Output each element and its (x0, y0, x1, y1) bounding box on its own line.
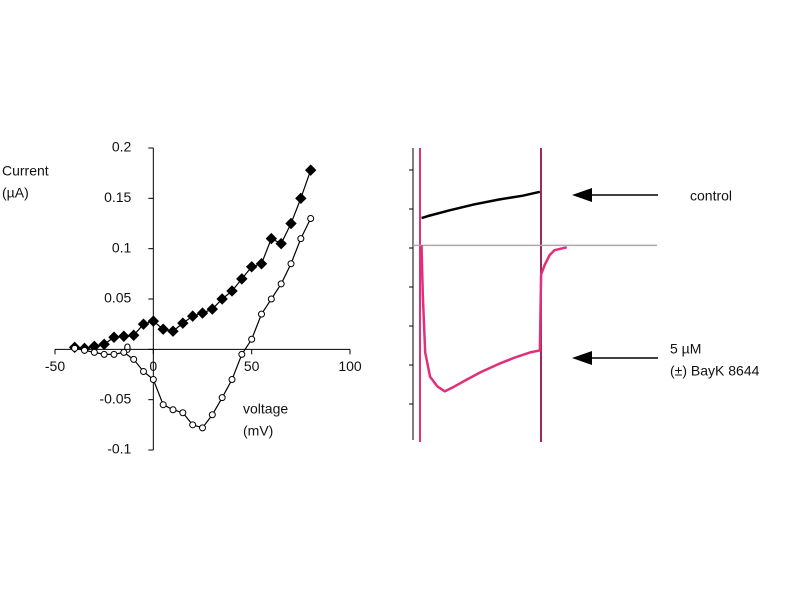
x-tick-label: 100 (338, 358, 362, 374)
x-tick-label: -50 (45, 358, 65, 374)
data-point (140, 367, 147, 375)
x-axis-label: (mV) (243, 423, 273, 439)
data-point (149, 376, 157, 384)
data-point (157, 323, 169, 335)
data-point (238, 350, 246, 358)
data-point (265, 232, 278, 245)
y-tick-label: 0 (124, 340, 132, 356)
data-point (147, 315, 160, 327)
data-point (98, 338, 110, 351)
data-point (258, 310, 265, 318)
trace-label: 5 µM (670, 341, 701, 357)
data-point (199, 424, 206, 432)
data-point (245, 261, 258, 273)
data-point (216, 293, 228, 305)
trace-label: (±) BayK 8644 (670, 363, 760, 379)
data-point (275, 237, 287, 250)
x-tick-label: 50 (244, 358, 260, 374)
data-point (177, 317, 189, 329)
arrow-head (572, 351, 592, 365)
data-point (208, 411, 216, 419)
data-point (228, 376, 236, 384)
y-axis-label: (µA) (2, 185, 29, 201)
data-point (120, 348, 128, 356)
y-tick-label: -0.05 (99, 390, 131, 406)
data-point (167, 325, 179, 337)
data-point (100, 350, 108, 358)
y-tick-label: 0.1 (112, 239, 132, 255)
current-trace (421, 190, 541, 220)
data-point (169, 406, 177, 414)
trace-label: control (690, 188, 732, 204)
data-point (186, 310, 199, 322)
data-point (295, 192, 307, 205)
data-point (108, 331, 120, 343)
data-point (226, 285, 238, 297)
data-point (196, 307, 209, 319)
data-point (267, 295, 275, 303)
y-tick-label: 0.05 (104, 290, 131, 306)
data-point (189, 421, 197, 429)
y-tick-label: 0.2 (112, 139, 132, 155)
data-point (277, 280, 285, 288)
data-point (218, 394, 226, 402)
data-point (236, 273, 248, 285)
data-point (248, 335, 256, 343)
y-axis-label: Current (2, 163, 49, 179)
data-point (127, 329, 140, 341)
y-tick-label: -0.1 (107, 441, 131, 457)
data-point (118, 330, 130, 342)
x-tick-label: 0 (149, 358, 157, 374)
data-point (137, 318, 150, 330)
data-point (110, 350, 118, 358)
data-point (285, 217, 297, 230)
data-point (307, 214, 315, 222)
data-point (90, 348, 98, 356)
data-point (255, 258, 268, 270)
data-point (206, 303, 219, 315)
data-point (71, 344, 79, 352)
y-tick-label: 0.15 (104, 189, 131, 205)
current-trace (420, 245, 568, 393)
data-point (304, 164, 317, 176)
data-point (159, 401, 167, 409)
data-point (287, 260, 295, 268)
data-point (297, 235, 305, 243)
data-point (179, 409, 187, 417)
arrow-head (572, 188, 592, 202)
data-point (81, 346, 88, 354)
data-point (130, 355, 138, 363)
x-axis-label: voltage (243, 401, 288, 417)
